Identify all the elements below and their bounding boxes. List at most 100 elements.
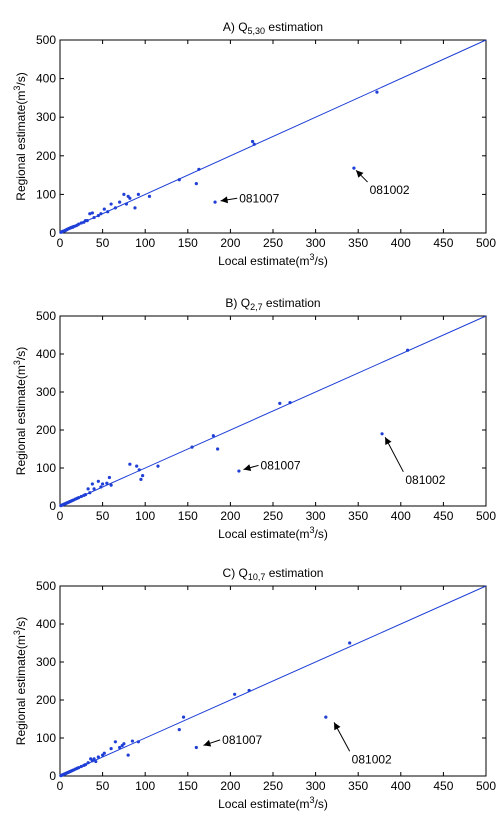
data-point [113, 740, 117, 744]
x-tick-label: 150 [178, 236, 198, 250]
fit-line [59, 39, 487, 234]
data-point [197, 167, 201, 171]
annotation-arrowhead [243, 464, 252, 471]
data-point [139, 477, 143, 481]
data-point [348, 641, 352, 645]
data-point [406, 348, 410, 352]
x-tick-label: 100 [135, 509, 155, 523]
data-point [136, 192, 140, 196]
data-point [141, 474, 145, 478]
data-point [237, 469, 241, 473]
data-point [94, 759, 98, 764]
x-tick-label: 200 [220, 779, 240, 793]
data-point [96, 479, 100, 483]
data-point [102, 207, 106, 211]
data-point [88, 491, 92, 495]
data-point [122, 192, 126, 196]
chart-title: B) Q2,7 estimation [225, 296, 320, 312]
y-axis-label: Regional estimate(m3/s) [12, 617, 28, 745]
data-point [194, 181, 198, 186]
data-point [90, 482, 94, 486]
data-point [211, 434, 215, 438]
annotation-label: 081007 [239, 191, 279, 205]
data-point [109, 483, 113, 487]
x-tick-label: 50 [96, 236, 110, 250]
x-tick-label: 0 [57, 779, 64, 793]
chart-panel-2: B) Q2,7 estimation 0 50 100 150 200 250 300 350 4… [12, 296, 496, 541]
chart-title: A) Q5,30 estimation [223, 20, 323, 36]
y-tick-label: 100 [36, 461, 56, 475]
data-point [96, 214, 100, 218]
data-point [86, 761, 90, 765]
x-tick-label: 400 [391, 779, 411, 793]
x-tick-label: 450 [433, 509, 453, 523]
x-tick-label: 250 [263, 779, 283, 793]
x-tick-label: 450 [433, 236, 453, 250]
y-axis-label: Regional estimate(m3/s) [12, 347, 28, 475]
data-point [126, 753, 130, 757]
x-tick-label: 500 [476, 236, 496, 250]
y-tick-label: 400 [36, 617, 56, 631]
x-tick-label: 350 [348, 779, 368, 793]
data-point [90, 211, 94, 215]
y-tick-label: 300 [36, 385, 56, 399]
data-point [128, 462, 132, 466]
x-tick-label: 500 [476, 509, 496, 523]
x-tick-label: 200 [220, 509, 240, 523]
annotation-arrowhead [334, 722, 341, 731]
y-tick-label: 0 [49, 769, 56, 783]
data-point [233, 692, 237, 696]
data-point [105, 481, 109, 485]
data-point [194, 745, 198, 750]
data-point [99, 485, 103, 489]
fit-line [59, 585, 487, 777]
y-tick-label: 100 [36, 187, 56, 201]
data-point [99, 212, 103, 216]
data-point [102, 751, 106, 755]
data-point [83, 493, 88, 497]
data-point [109, 747, 113, 751]
data-point [181, 715, 186, 719]
data-point [147, 194, 152, 198]
data-point [128, 196, 132, 200]
x-tick-label: 0 [57, 236, 64, 250]
data-point [92, 215, 96, 220]
annotation-arrowhead [356, 170, 364, 178]
y-tick-label: 400 [36, 72, 56, 86]
data-point [380, 432, 384, 436]
x-tick-label: 300 [306, 236, 326, 250]
annotation-arrowhead [203, 739, 212, 747]
data-point [92, 757, 96, 761]
data-point [79, 221, 83, 225]
x-tick-label: 400 [391, 509, 411, 523]
x-tick-label: 300 [306, 779, 326, 793]
annotation-label: 081007 [222, 733, 262, 747]
data-point [247, 688, 251, 693]
data-point [113, 206, 117, 210]
data-point [101, 482, 105, 486]
data-point [177, 178, 181, 182]
y-tick-label: 0 [49, 499, 56, 513]
data-point [77, 766, 81, 770]
y-tick-label: 100 [36, 731, 56, 745]
data-point [130, 739, 135, 743]
data-point [137, 468, 141, 472]
data-point [79, 494, 83, 499]
data-point [77, 496, 81, 500]
data-point [83, 763, 88, 767]
data-point [118, 200, 122, 204]
x-tick-label: 450 [433, 779, 453, 793]
data-point [79, 764, 83, 769]
x-axis-label: Local estimate(m3/s) [218, 525, 328, 541]
x-tick-label: 350 [348, 236, 368, 250]
data-point [278, 401, 282, 405]
y-tick-label: 500 [36, 309, 56, 323]
data-point [213, 200, 217, 204]
x-tick-label: 300 [306, 509, 326, 523]
chart-panel-1: A) Q5,30 estimation 0 50 100 150 200 250 300 350… [12, 20, 496, 268]
annotation-arrowhead [220, 196, 229, 204]
y-axis-label: Regional estimate(m3/s) [12, 72, 28, 200]
x-tick-label: 100 [135, 236, 155, 250]
x-tick-label: 250 [263, 509, 283, 523]
fit-line [59, 315, 487, 507]
